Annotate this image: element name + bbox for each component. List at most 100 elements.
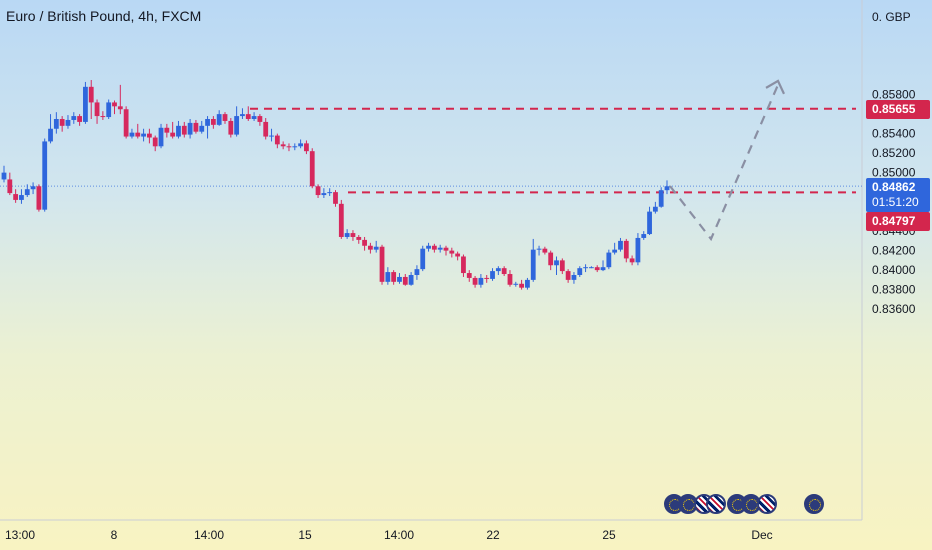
candle-body xyxy=(431,245,437,250)
candle-body xyxy=(472,277,478,285)
candle-body xyxy=(437,247,443,250)
candle-body xyxy=(170,132,176,137)
candle-body xyxy=(420,248,426,270)
candle-body xyxy=(542,248,548,253)
candle-body xyxy=(455,253,461,257)
symbol-title: Euro / British Pound, 4h, FXCM xyxy=(6,8,202,24)
candle-body xyxy=(536,248,542,250)
candle-body xyxy=(519,283,525,288)
candle-body xyxy=(269,135,274,137)
candle-body xyxy=(94,102,100,117)
price-axis-label: 0.85000 xyxy=(872,166,916,180)
candle-body xyxy=(373,246,379,250)
candle-body xyxy=(623,240,629,259)
candle-body xyxy=(333,192,338,204)
candle-body xyxy=(7,179,13,194)
candle-body xyxy=(304,143,309,152)
candle-body xyxy=(629,258,635,263)
candle-body xyxy=(478,277,484,285)
time-axis-label: 14:00 xyxy=(384,528,414,542)
candle-body xyxy=(664,186,670,191)
time-axis-label: 8 xyxy=(111,528,118,542)
candle-body xyxy=(240,114,245,117)
candle-body xyxy=(193,122,199,132)
candle-body xyxy=(321,193,327,196)
candle-body xyxy=(525,279,530,288)
price-axis-label: 0.85800 xyxy=(872,88,916,102)
projection-path[interactable] xyxy=(669,84,780,242)
eu-flag-icon[interactable] xyxy=(804,494,824,514)
candle-body xyxy=(245,114,251,119)
candle-body xyxy=(123,109,129,137)
candle-body xyxy=(53,119,59,129)
candle-body xyxy=(146,133,152,138)
candle-body xyxy=(13,194,19,200)
candle-body xyxy=(112,102,117,107)
candle-body xyxy=(414,269,420,275)
candle-body xyxy=(501,268,507,275)
candle-body xyxy=(117,106,123,110)
candle-body xyxy=(315,186,321,196)
candle-body xyxy=(397,276,402,282)
candle-body xyxy=(257,116,263,122)
upper-level-price-tag: 0.85655 xyxy=(866,99,930,119)
candle-body xyxy=(24,189,30,196)
candle-body xyxy=(408,275,414,285)
current-price-tag: 0.84862 01:51:20 xyxy=(866,178,930,213)
currency-label: 0. GBP xyxy=(872,10,911,24)
candle-body xyxy=(19,195,24,200)
candle-body xyxy=(461,256,466,274)
candle-body xyxy=(635,237,641,263)
candle-body xyxy=(327,192,333,194)
candle-body xyxy=(606,252,612,268)
candle-body xyxy=(647,211,652,235)
candle-body xyxy=(658,190,664,207)
candle-body xyxy=(71,116,77,120)
candle-body xyxy=(507,274,513,285)
candle-body xyxy=(641,234,647,238)
candle-body xyxy=(594,267,600,271)
candle-body xyxy=(350,233,356,237)
time-axis-label: 14:00 xyxy=(194,528,224,542)
candle-body xyxy=(222,114,228,121)
candle-body xyxy=(176,125,181,137)
time-axis-label: 25 xyxy=(602,528,616,542)
candle-body xyxy=(565,271,571,280)
candle-body xyxy=(367,245,373,250)
candle-body xyxy=(274,135,280,145)
bar-countdown-label: 01:51:20 xyxy=(872,195,919,210)
candle-body xyxy=(618,240,623,250)
candle-body xyxy=(449,250,455,254)
candle-body xyxy=(298,143,304,147)
candle-body xyxy=(141,133,146,137)
candle-body xyxy=(228,120,234,135)
candle-body xyxy=(466,273,472,278)
candle-body xyxy=(379,246,385,282)
price-axis-label: 0.83600 xyxy=(872,302,916,316)
candle-body xyxy=(88,86,94,103)
candle-body xyxy=(36,186,42,210)
price-axis-label: 0.83800 xyxy=(872,283,916,297)
candle-body xyxy=(362,239,367,246)
price-axis-label: 0.84200 xyxy=(872,244,916,258)
candle-body xyxy=(280,144,286,147)
lower-level-price-tag: 0.84797 xyxy=(866,212,930,232)
uk-flag-icon[interactable] xyxy=(757,494,777,514)
candle-body xyxy=(391,272,397,282)
candle-body xyxy=(65,119,71,126)
candle-body xyxy=(588,267,594,269)
candle-body xyxy=(164,127,170,133)
candle-body xyxy=(571,275,577,280)
uk-flag-icon[interactable] xyxy=(706,494,726,514)
candle-body xyxy=(554,260,559,266)
price-axis-label: 0.85200 xyxy=(872,146,916,160)
candle-body xyxy=(530,249,536,280)
candle-body xyxy=(490,271,495,279)
candle-body xyxy=(577,268,583,275)
candle-body xyxy=(1,172,7,180)
candle-body xyxy=(77,116,83,122)
projection-arrowhead xyxy=(765,79,785,95)
candle-body xyxy=(187,122,193,135)
